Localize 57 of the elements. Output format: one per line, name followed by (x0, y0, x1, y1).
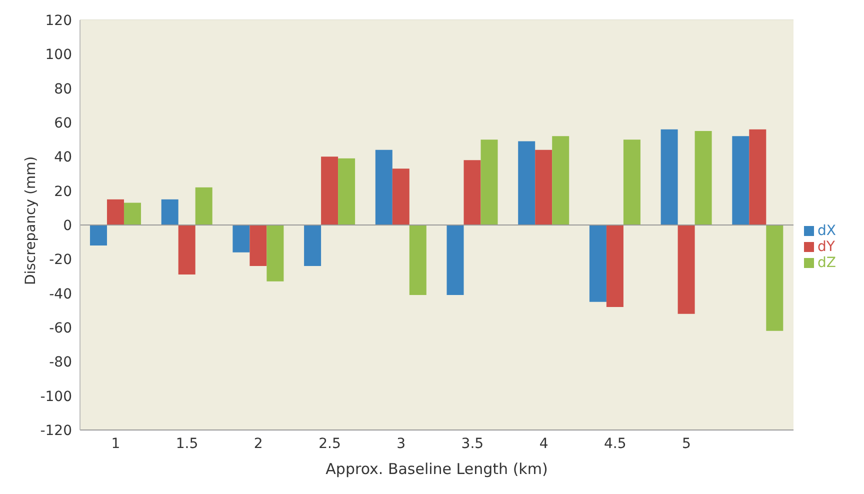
bar (552, 136, 570, 225)
x-tick-label: 1.5 (176, 436, 198, 452)
y-tick-label: 120 (45, 12, 72, 29)
bar (749, 129, 766, 225)
legend-label: dZ (818, 255, 836, 271)
bar (480, 140, 498, 225)
y-tick-label: 0 (63, 218, 72, 234)
bar (678, 225, 695, 314)
bar (535, 150, 552, 225)
bar (464, 160, 481, 225)
legend-label: dY (818, 239, 835, 255)
y-tick-label: 80 (54, 81, 72, 98)
bar (304, 225, 322, 266)
x-tick-label: 5 (682, 436, 691, 452)
bar (375, 150, 392, 225)
bar (232, 225, 250, 252)
bar (195, 187, 212, 225)
y-tick-label: 100 (45, 47, 72, 64)
y-tick-label: -60 (49, 320, 72, 336)
bar (589, 225, 606, 302)
y-axis-title: Discrepancy (mm) (22, 156, 39, 285)
x-tick-label: 4 (539, 436, 548, 452)
y-tick-label: 40 (54, 150, 72, 166)
bar (321, 156, 338, 225)
bar (392, 168, 410, 225)
y-tick-label: -40 (49, 286, 72, 302)
bar (660, 129, 678, 225)
y-tick-label: 20 (54, 184, 72, 200)
bar (161, 199, 178, 225)
bar (90, 225, 107, 246)
y-tick-label: -100 (40, 388, 72, 405)
bar (518, 141, 536, 225)
y-tick-label: -80 (49, 354, 72, 371)
x-tick-label: 4.5 (604, 436, 626, 452)
x-tick-label: 1 (111, 436, 120, 452)
x-tick-label: 3 (396, 436, 406, 452)
x-tick-label: 2 (254, 436, 263, 452)
bar (178, 225, 196, 275)
legend-label: dX (818, 223, 836, 239)
bar (409, 225, 426, 296)
bar (338, 158, 356, 225)
bar (266, 225, 284, 282)
bar (766, 225, 784, 331)
bar (106, 199, 124, 225)
bar (446, 225, 464, 296)
bar (606, 225, 624, 307)
bar (732, 136, 750, 225)
y-tick-label: -20 (49, 252, 72, 268)
bar (694, 131, 712, 225)
bar (124, 202, 141, 225)
y-tick-label: -120 (40, 422, 72, 439)
x-axis-title: Approx. Baseline Length (km) (326, 460, 548, 478)
bar (623, 140, 640, 225)
x-tick-label: 2.5 (318, 436, 341, 452)
y-tick-label: 60 (54, 115, 72, 132)
bar (250, 225, 267, 266)
x-tick-label: 3.5 (461, 436, 484, 452)
